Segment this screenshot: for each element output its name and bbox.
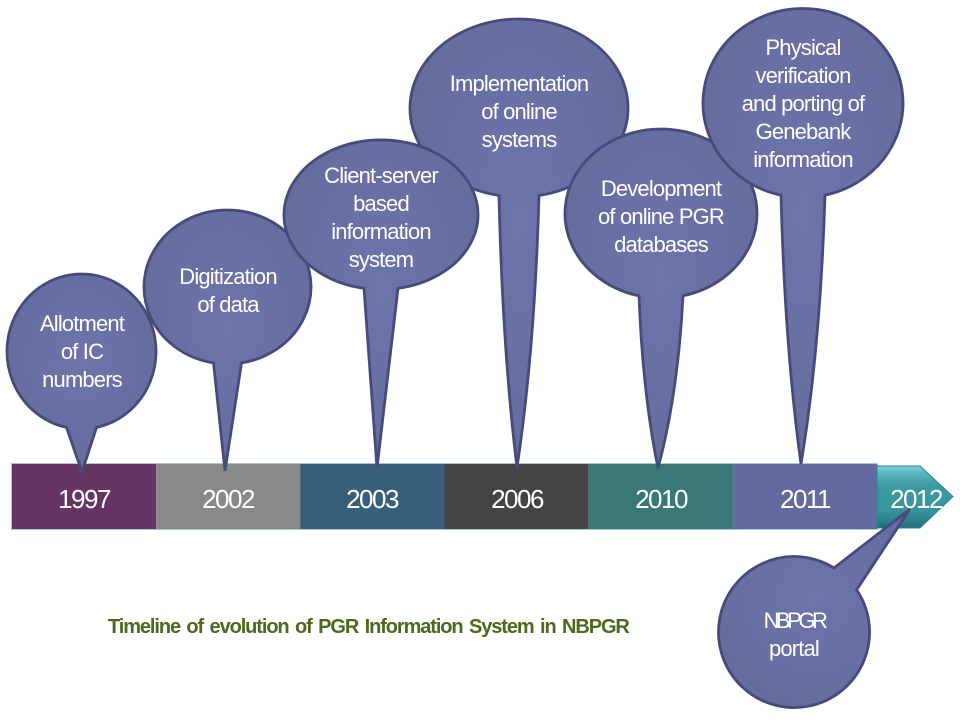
svg-text:of online PGR: of online PGR [598, 204, 724, 229]
svg-text:Client-server: Client-server [324, 163, 438, 188]
svg-text:Digitization: Digitization [179, 264, 276, 289]
svg-text:based: based [353, 191, 409, 216]
svg-text:portal: portal [769, 636, 819, 661]
svg-text:of IC: of IC [61, 339, 104, 364]
svg-text:2003: 2003 [346, 484, 399, 514]
svg-text:2002: 2002 [202, 484, 255, 514]
svg-text:system: system [349, 247, 414, 272]
svg-text:Development: Development [601, 176, 722, 201]
svg-text:1997: 1997 [58, 484, 111, 514]
svg-text:information: information [753, 147, 852, 172]
svg-text:2012: 2012 [890, 484, 943, 514]
svg-text:systems: systems [482, 127, 558, 152]
svg-text:Implementation: Implementation [450, 71, 589, 96]
svg-text:of online: of online [481, 99, 557, 124]
svg-text:information: information [331, 219, 430, 244]
svg-text:databases: databases [614, 232, 709, 257]
svg-text:verification: verification [756, 63, 851, 88]
svg-text:2011: 2011 [780, 484, 831, 514]
svg-text:Timeline of evolution of PGR I: Timeline of evolution of PGR Information… [108, 616, 630, 638]
svg-text:2006: 2006 [491, 484, 544, 514]
svg-text:Physical: Physical [765, 35, 840, 60]
svg-text:and porting of: and porting of [742, 91, 866, 116]
svg-text:NBPGR: NBPGR [764, 608, 827, 633]
svg-text:2010: 2010 [635, 484, 688, 514]
svg-text:Allotment: Allotment [40, 311, 125, 336]
svg-text:Genebank: Genebank [756, 119, 853, 144]
svg-text:numbers: numbers [42, 367, 122, 392]
svg-text:of data: of data [197, 292, 260, 317]
